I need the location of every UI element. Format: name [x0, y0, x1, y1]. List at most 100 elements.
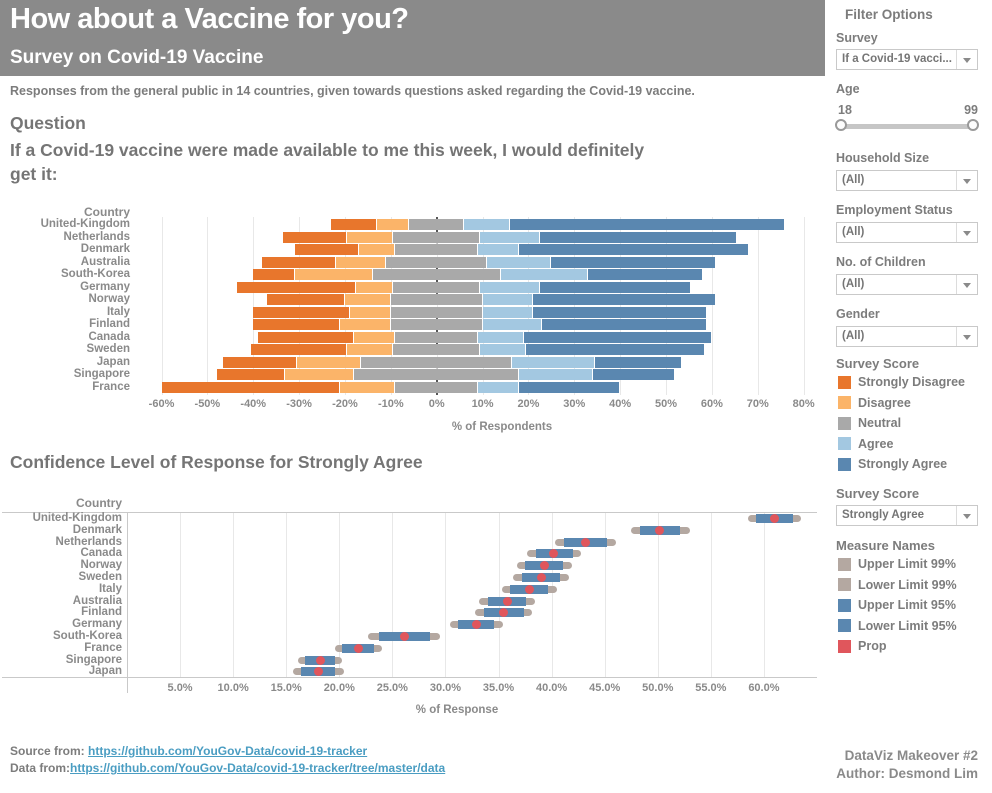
bar-segment-strongly-agree[interactable]	[592, 369, 675, 380]
bar-segment-strongly-agree[interactable]	[551, 256, 716, 268]
bar-segment-agree[interactable]	[478, 244, 519, 255]
measure-item-lower-limit-95-[interactable]: Lower Limit 95%	[838, 619, 957, 633]
bar-segment-neutral[interactable]	[390, 319, 482, 330]
no-of-children-dropdown[interactable]: (All)	[836, 274, 978, 295]
bar-segment-agree[interactable]	[480, 281, 539, 293]
bar-segment-neutral[interactable]	[393, 281, 480, 293]
bar-segment-strongly-agree[interactable]	[526, 344, 705, 355]
bar-segment-disagree[interactable]	[377, 219, 409, 230]
measure-item-prop[interactable]: Prop	[838, 639, 957, 653]
gender-dropdown[interactable]: (All)	[836, 326, 978, 347]
bar-segment-strongly-disagree[interactable]	[267, 294, 344, 305]
bar-segment-neutral[interactable]	[390, 294, 482, 305]
data-link[interactable]: https://github.com/YouGov-Data/covid-19-…	[70, 761, 446, 775]
age-range-slider[interactable]	[835, 118, 979, 134]
legend-item-neutral[interactable]: Neutral	[838, 416, 965, 430]
bar-segment-strongly-agree[interactable]	[588, 269, 702, 280]
bar-segment-disagree[interactable]	[349, 306, 390, 318]
bar-segment-strongly-disagree[interactable]	[283, 231, 347, 243]
bar-segment-agree[interactable]	[478, 331, 523, 343]
measure-item-lower-limit-99-[interactable]: Lower Limit 99%	[838, 578, 957, 592]
bar-segment-agree[interactable]	[480, 344, 526, 355]
legend-item-agree[interactable]: Agree	[838, 437, 965, 451]
bar-segment-strongly-disagree[interactable]	[223, 356, 296, 368]
slider-handle-max[interactable]	[967, 119, 979, 131]
prop-dot[interactable]	[399, 632, 409, 641]
prop-dot[interactable]	[499, 608, 509, 618]
bar-segment-strongly-agree[interactable]	[594, 356, 682, 368]
bar-segment-disagree[interactable]	[347, 231, 393, 243]
survey-score-dropdown[interactable]: Strongly Agree	[836, 505, 978, 526]
prop-dot[interactable]	[502, 596, 512, 606]
bar-segment-strongly-disagree[interactable]	[331, 219, 377, 230]
bar-segment-disagree[interactable]	[296, 356, 361, 368]
bar-segment-disagree[interactable]	[347, 344, 393, 355]
bar-segment-disagree[interactable]	[356, 281, 393, 293]
bar-segment-disagree[interactable]	[358, 244, 395, 255]
bar-segment-strongly-disagree[interactable]	[262, 256, 335, 268]
prop-dot[interactable]	[524, 584, 534, 594]
bar-segment-neutral[interactable]	[361, 356, 512, 368]
survey-filter-dropdown[interactable]: If a Covid-19 vacci...	[836, 49, 978, 70]
bar-segment-agree[interactable]	[480, 231, 539, 243]
legend-item-strongly-disagree[interactable]: Strongly Disagree	[838, 375, 965, 389]
bar-segment-strongly-agree[interactable]	[539, 231, 737, 243]
slider-handle-min[interactable]	[835, 119, 847, 131]
prop-dot[interactable]	[313, 667, 323, 677]
bar-segment-neutral[interactable]	[395, 331, 477, 343]
bar-segment-neutral[interactable]	[409, 219, 464, 230]
bar-segment-strongly-agree[interactable]	[533, 306, 707, 318]
bar-segment-neutral[interactable]	[372, 269, 500, 280]
bar-segment-neutral[interactable]	[390, 306, 482, 318]
employment-status-dropdown[interactable]: (All)	[836, 222, 978, 243]
bar-segment-strongly-agree[interactable]	[542, 319, 707, 330]
measure-item-upper-limit-95-[interactable]: Upper Limit 95%	[838, 598, 957, 612]
bar-segment-neutral[interactable]	[395, 244, 477, 255]
bar-segment-strongly-agree[interactable]	[510, 219, 785, 230]
bar-segment-strongly-disagree[interactable]	[250, 344, 347, 355]
legend-item-disagree[interactable]: Disagree	[838, 396, 965, 410]
bar-segment-strongly-agree[interactable]	[523, 331, 711, 343]
bar-segment-agree[interactable]	[482, 306, 533, 318]
bar-segment-strongly-disagree[interactable]	[161, 381, 340, 393]
bar-segment-disagree[interactable]	[335, 256, 386, 268]
bar-segment-strongly-disagree[interactable]	[257, 331, 354, 343]
bar-segment-strongly-agree[interactable]	[519, 381, 620, 393]
prop-dot[interactable]	[770, 514, 780, 523]
prop-dot[interactable]	[581, 537, 591, 547]
bar-segment-disagree[interactable]	[344, 294, 390, 305]
bar-segment-neutral[interactable]	[386, 256, 487, 268]
prop-dot[interactable]	[353, 643, 363, 653]
bar-segment-agree[interactable]	[512, 356, 594, 368]
bar-segment-disagree[interactable]	[340, 319, 390, 330]
bar-segment-strongly-disagree[interactable]	[253, 319, 340, 330]
legend-item-strongly-agree[interactable]: Strongly Agree	[838, 457, 965, 471]
bar-segment-disagree[interactable]	[354, 331, 395, 343]
bar-segment-strongly-agree[interactable]	[519, 244, 748, 255]
prop-dot[interactable]	[655, 525, 665, 535]
bar-segment-neutral[interactable]	[393, 344, 480, 355]
prop-dot[interactable]	[539, 561, 549, 571]
measure-item-upper-limit-99-[interactable]: Upper Limit 99%	[838, 557, 957, 571]
bar-segment-agree[interactable]	[464, 219, 510, 230]
prop-dot[interactable]	[471, 620, 481, 630]
prop-dot[interactable]	[549, 549, 559, 559]
bar-segment-neutral[interactable]	[354, 369, 519, 380]
slider-track[interactable]	[836, 124, 978, 129]
bar-segment-strongly-disagree[interactable]	[253, 269, 294, 280]
bar-segment-neutral[interactable]	[393, 231, 480, 243]
source-link[interactable]: https://github.com/YouGov-Data/covid-19-…	[88, 744, 368, 758]
bar-segment-agree[interactable]	[500, 269, 588, 280]
bar-segment-neutral[interactable]	[395, 381, 477, 393]
bar-segment-strongly-agree[interactable]	[539, 281, 691, 293]
household-size-dropdown[interactable]: (All)	[836, 170, 978, 191]
bar-segment-agree[interactable]	[478, 381, 519, 393]
prop-dot[interactable]	[315, 655, 325, 665]
bar-segment-agree[interactable]	[519, 369, 592, 380]
bar-segment-strongly-disagree[interactable]	[216, 369, 285, 380]
bar-segment-disagree[interactable]	[294, 269, 372, 280]
prop-dot[interactable]	[536, 573, 546, 582]
bar-segment-disagree[interactable]	[340, 381, 395, 393]
bar-segment-agree[interactable]	[487, 256, 551, 268]
bar-segment-disagree[interactable]	[285, 369, 354, 380]
